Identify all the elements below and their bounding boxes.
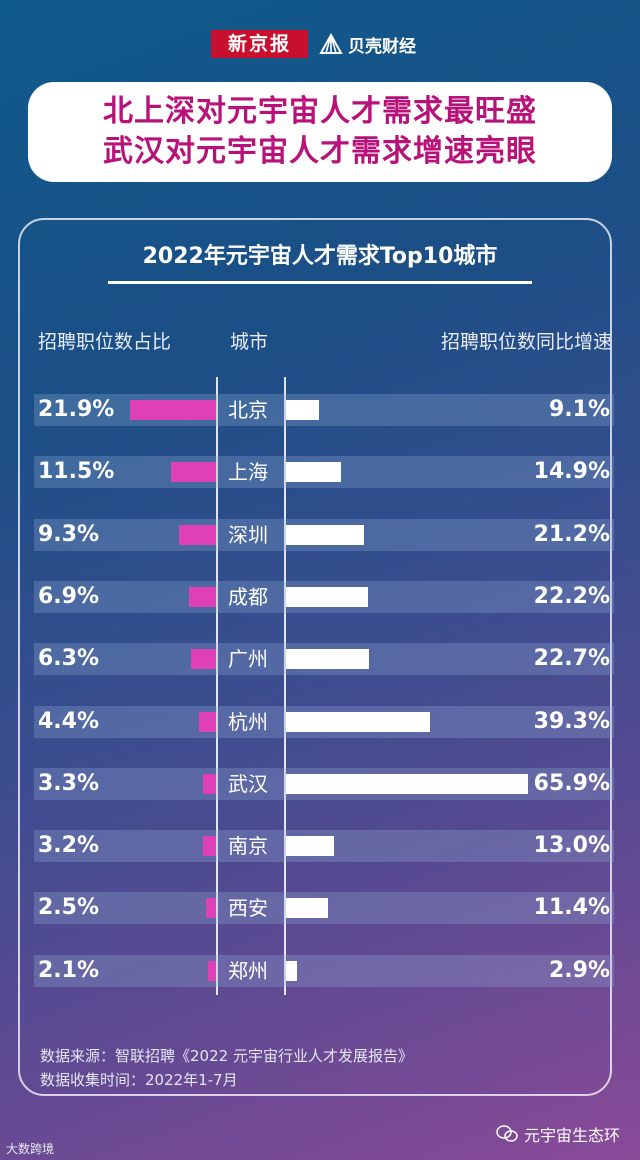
- growth-label: 39.3%: [533, 709, 610, 734]
- growth-bar: [286, 712, 431, 732]
- share-bar: [188, 587, 216, 607]
- share-label: 21.9%: [38, 397, 115, 422]
- growth-bar: [286, 836, 334, 856]
- city-label: 南京: [228, 834, 268, 858]
- title-underline: [108, 281, 532, 284]
- divider-right: [284, 377, 286, 995]
- source-line: 数据来源：智联招聘《2022 元宇宙行业人才发展报告》: [40, 1047, 413, 1065]
- share-label: 11.5%: [38, 459, 115, 484]
- footer-watermark-right: 元宇宙生态环: [496, 1122, 620, 1146]
- city-label: 广州: [228, 647, 268, 671]
- xinjingbao-logo: 新京报: [211, 30, 308, 58]
- share-bar: [179, 525, 216, 545]
- share-label: 9.3%: [38, 522, 100, 547]
- row-background: [34, 394, 614, 426]
- share-bar: [130, 400, 216, 420]
- table-row: 11.5% 上海 14.9%: [34, 456, 614, 488]
- growth-label: 65.9%: [533, 771, 610, 796]
- growth-bar: [286, 462, 341, 482]
- share-label: 3.2%: [38, 833, 100, 858]
- chart-title: 2022年元宇宙人才需求Top10城市: [142, 244, 498, 269]
- footer-watermark-left: 大数跨境: [6, 1142, 55, 1156]
- header-city: 城市: [230, 331, 269, 353]
- growth-bar: [286, 898, 328, 918]
- growth-bar: [286, 961, 297, 981]
- collection-time: 数据收集时间：2022年1-7月: [40, 1071, 238, 1089]
- growth-label: 14.9%: [533, 459, 610, 484]
- city-label: 杭州: [228, 710, 268, 734]
- share-label: 6.3%: [38, 646, 100, 671]
- table-row: 4.4% 杭州 39.3%: [34, 706, 614, 738]
- table-row: 2.5% 西安 11.4%: [34, 892, 614, 924]
- footer-account-name: 元宇宙生态环: [523, 1126, 620, 1145]
- table-row: 6.3% 广州 22.7%: [34, 643, 614, 675]
- growth-bar: [286, 587, 368, 607]
- city-label: 西安: [228, 896, 268, 920]
- growth-label: 9.1%: [548, 397, 610, 422]
- header-logos: 新京报 贝壳财经: [0, 30, 640, 58]
- banner-line-1: 北上深对元宇宙人才需求最旺盛: [103, 94, 537, 129]
- share-label: 2.1%: [38, 958, 100, 983]
- growth-label: 22.7%: [533, 646, 610, 671]
- share-label: 6.9%: [38, 584, 100, 609]
- table-row: 9.3% 深圳 21.2%: [34, 519, 614, 551]
- city-label: 武汉: [228, 772, 268, 796]
- share-bar: [206, 898, 216, 918]
- table-row: 6.9% 成都 22.2%: [34, 581, 614, 613]
- city-label: 上海: [228, 460, 268, 484]
- city-label: 郑州: [228, 959, 268, 983]
- share-bar: [207, 961, 216, 981]
- growth-label: 11.4%: [533, 895, 610, 920]
- share-bar: [203, 774, 216, 794]
- growth-label: 21.2%: [533, 522, 610, 547]
- share-bar: [203, 836, 216, 856]
- row-background: [34, 955, 614, 987]
- table-row: 21.9% 北京 9.1%: [34, 394, 614, 426]
- growth-label: 13.0%: [533, 833, 610, 858]
- table-row: 3.3% 武汉 65.9%: [34, 768, 614, 800]
- banner-line-2: 武汉对元宇宙人才需求增速亮眼: [103, 134, 537, 169]
- share-bar: [198, 712, 216, 732]
- header-share: 招聘职位数占比: [38, 331, 172, 353]
- growth-bar: [286, 649, 370, 669]
- city-label: 北京: [228, 398, 268, 422]
- table-row: 3.2% 南京 13.0%: [34, 830, 614, 862]
- share-label: 4.4%: [38, 709, 100, 734]
- table-row: 2.1% 郑州 2.9%: [34, 955, 614, 987]
- beike-logo: 贝壳财经: [318, 30, 416, 58]
- growth-label: 22.2%: [533, 584, 610, 609]
- share-bar: [170, 462, 216, 482]
- share-bar: [191, 649, 216, 669]
- share-label: 2.5%: [38, 895, 100, 920]
- beike-logo-text: 贝壳财经: [348, 36, 416, 57]
- share-label: 3.3%: [38, 771, 100, 796]
- city-label: 深圳: [228, 523, 268, 547]
- chart-card: [18, 218, 612, 1096]
- wechat-icon: [496, 1125, 518, 1142]
- divider-left: [216, 377, 218, 995]
- growth-label: 2.9%: [548, 958, 610, 983]
- title-banner: 北上深对元宇宙人才需求最旺盛 武汉对元宇宙人才需求增速亮眼: [28, 82, 612, 182]
- growth-bar: [286, 774, 528, 794]
- growth-bar: [286, 400, 320, 420]
- header-growth: 招聘职位数同比增速: [440, 331, 612, 353]
- shell-icon: [319, 33, 343, 54]
- city-label: 成都: [228, 585, 268, 609]
- growth-bar: [286, 525, 364, 545]
